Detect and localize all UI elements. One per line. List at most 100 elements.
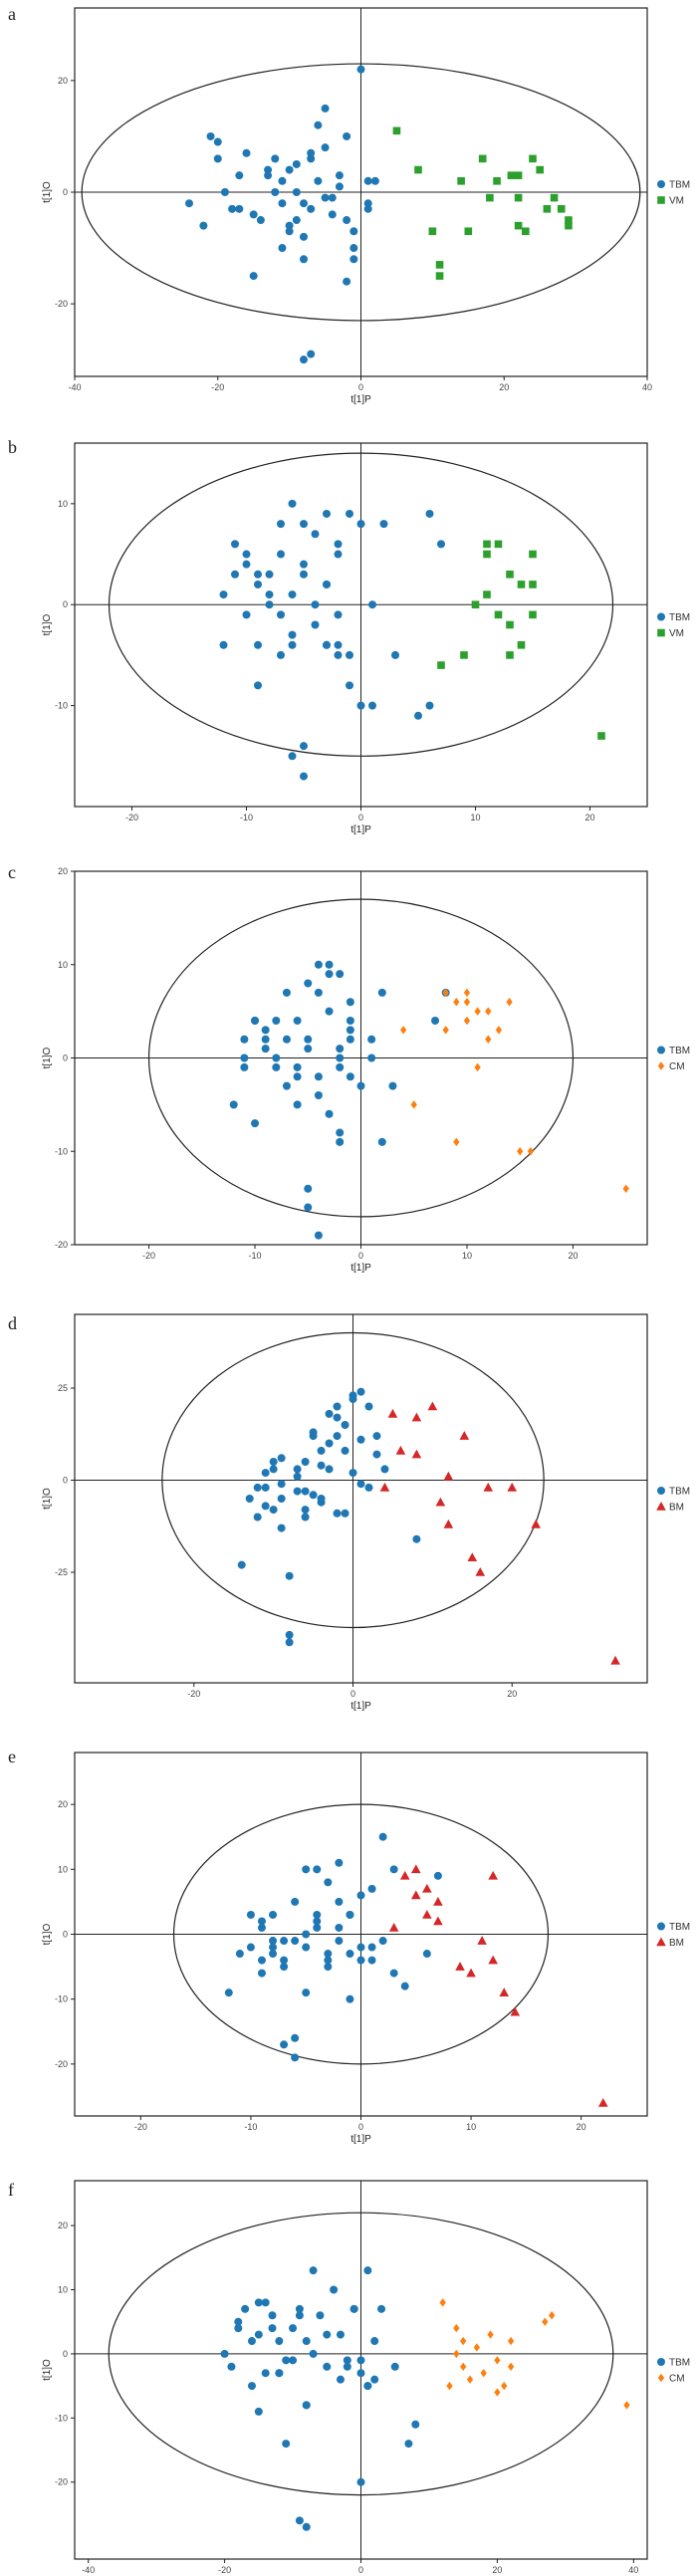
data-point-tbm	[389, 1865, 398, 1874]
data-point-tbm	[325, 1007, 334, 1016]
y-tick-label: 0	[63, 1476, 68, 1486]
y-tick-label: -10	[55, 2413, 68, 2423]
data-point-vm	[428, 227, 437, 236]
data-point-tbm	[228, 204, 237, 213]
y-tick-label: -20	[55, 2477, 68, 2487]
data-point-tbm	[300, 199, 308, 208]
data-point-tbm	[271, 188, 280, 196]
data-point-tbm	[293, 1465, 302, 1474]
data-point-tbm	[300, 772, 308, 781]
data-point-tbm	[278, 199, 287, 208]
data-point-tbm	[324, 1950, 333, 1959]
hotelling-ellipse	[108, 2212, 614, 2496]
data-point-bm	[399, 1870, 410, 1880]
data-point-cm	[507, 2336, 515, 2346]
data-point-tbm	[277, 1523, 286, 1532]
data-point-tbm	[311, 620, 320, 629]
data-point-bm	[411, 1412, 422, 1422]
data-point-cm	[410, 1100, 417, 1109]
y-tick-label: 10	[58, 499, 68, 509]
data-point-tbm	[269, 1458, 278, 1466]
data-point-tbm	[343, 2362, 351, 2371]
data-point-tbm	[249, 272, 258, 281]
data-point-tbm	[268, 2324, 277, 2333]
data-point-tbm	[277, 650, 285, 659]
data-point-cm	[501, 2381, 508, 2391]
data-point-tbm	[304, 1035, 313, 1044]
data-point-vm	[536, 165, 544, 174]
data-point-tbm	[261, 2298, 270, 2307]
data-point-tbm	[277, 1454, 286, 1463]
data-point-bm	[387, 1408, 398, 1418]
data-point-tbm	[272, 1017, 281, 1025]
data-point-cm	[463, 998, 471, 1007]
data-point-vm	[514, 171, 523, 179]
x-tick-label: 20	[577, 2122, 586, 2132]
data-point-tbm	[275, 2337, 284, 2346]
data-point-tbm	[356, 65, 365, 74]
data-point-tbm	[269, 1943, 278, 1952]
data-point-tbm	[242, 560, 251, 569]
data-point-tbm	[323, 580, 331, 588]
data-point-cm	[473, 2343, 481, 2352]
data-point-tbm	[364, 1402, 373, 1411]
data-point-bm	[422, 1883, 432, 1893]
data-point-bm	[459, 1431, 470, 1440]
data-point-tbm	[335, 1923, 344, 1932]
legend-label-bm: BM	[669, 1503, 684, 1514]
data-point-tbm	[282, 2356, 291, 2365]
data-point-cm	[480, 2369, 487, 2378]
data-point-tbm	[293, 1487, 302, 1496]
legend-marker-vm	[657, 628, 665, 637]
data-point-cm	[507, 2362, 515, 2371]
panel-b: b -20 -10 0 10 20 -10 0 10 t[1]P t[1]O TBM VM	[8, 437, 690, 835]
data-point-tbm	[349, 227, 358, 236]
data-point-tbm	[291, 2033, 300, 2042]
data-point-bm	[467, 1552, 478, 1561]
data-point-tbm	[261, 2369, 270, 2378]
x-axis-label: t[1]P	[350, 824, 371, 835]
data-point-tbm	[431, 1017, 440, 1025]
data-point-tbm	[425, 701, 434, 710]
data-point-bm	[433, 1916, 443, 1926]
data-point-tbm	[295, 2516, 304, 2525]
data-point-tbm	[254, 2330, 263, 2339]
data-point-cm	[466, 2375, 474, 2384]
legend-label-tbm: TBM	[669, 1487, 690, 1498]
data-point-tbm	[285, 221, 294, 230]
data-point-tbm	[336, 970, 345, 979]
y-tick-label: 0	[63, 187, 68, 197]
data-point-tbm	[356, 1891, 365, 1900]
y-axis-label: t[1]O	[42, 1488, 53, 1510]
x-tick-label: 10	[462, 1251, 472, 1261]
data-point-tbm	[285, 227, 294, 236]
data-point-tbm	[378, 1832, 387, 1841]
data-point-bm	[395, 1445, 406, 1455]
data-point-vm	[557, 205, 566, 213]
data-point-tbm	[437, 540, 445, 549]
data-point-tbm	[249, 210, 258, 219]
legend-marker-cm	[657, 1061, 665, 1070]
data-point-tbm	[323, 640, 331, 649]
data-point-bm	[411, 1449, 422, 1459]
panel-a: a -40 -20 0 20 40 -20 0 20 t[1]P t[1]O TBM VM	[8, 4, 690, 405]
data-point-tbm	[254, 580, 262, 588]
data-point-tbm	[324, 1956, 333, 1965]
data-point-tbm	[278, 244, 287, 253]
data-point-cm	[487, 2330, 494, 2339]
data-point-tbm	[302, 1930, 311, 1939]
data-point-tbm	[309, 2266, 318, 2275]
y-tick-label: -10	[55, 1146, 68, 1156]
legend-label-tbm: TBM	[669, 612, 690, 623]
x-tick-label: -10	[249, 1251, 262, 1261]
data-point-tbm	[343, 277, 351, 286]
data-point-tbm	[265, 590, 274, 599]
data-point-tbm	[335, 1937, 344, 1946]
data-point-tbm	[269, 1950, 278, 1959]
data-point-cm	[442, 1026, 449, 1035]
data-point-tbm	[400, 1982, 409, 1991]
data-point-cm	[623, 2401, 630, 2410]
data-point-tbm	[220, 2349, 229, 2358]
data-point-tbm	[334, 550, 343, 559]
x-tick-label: 0	[358, 2122, 363, 2132]
